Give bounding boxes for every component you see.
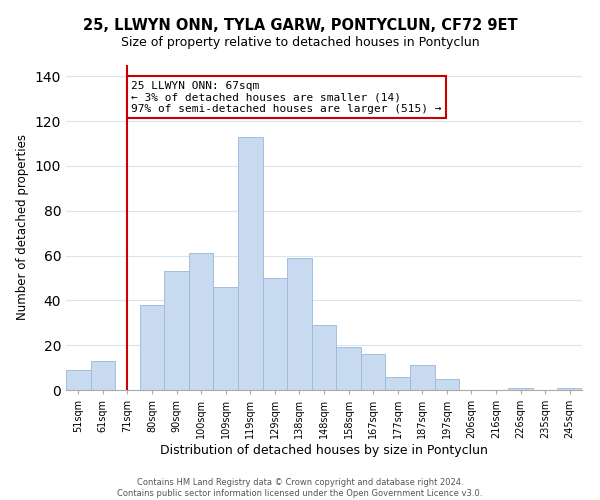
Text: Contains HM Land Registry data © Crown copyright and database right 2024.
Contai: Contains HM Land Registry data © Crown c… bbox=[118, 478, 482, 498]
Bar bbox=[189, 254, 214, 390]
Bar bbox=[287, 258, 312, 390]
Bar bbox=[263, 278, 287, 390]
Bar bbox=[312, 325, 336, 390]
X-axis label: Distribution of detached houses by size in Pontyclun: Distribution of detached houses by size … bbox=[160, 444, 488, 457]
Text: Size of property relative to detached houses in Pontyclun: Size of property relative to detached ho… bbox=[121, 36, 479, 49]
Bar bbox=[385, 376, 410, 390]
Bar bbox=[164, 271, 189, 390]
Bar bbox=[91, 361, 115, 390]
Bar bbox=[140, 305, 164, 390]
Text: 25 LLWYN ONN: 67sqm
← 3% of detached houses are smaller (14)
97% of semi-detache: 25 LLWYN ONN: 67sqm ← 3% of detached hou… bbox=[131, 80, 442, 114]
Bar bbox=[66, 370, 91, 390]
Bar bbox=[336, 348, 361, 390]
Bar bbox=[557, 388, 582, 390]
Bar bbox=[410, 366, 434, 390]
Bar bbox=[238, 136, 263, 390]
Text: 25, LLWYN ONN, TYLA GARW, PONTYCLUN, CF72 9ET: 25, LLWYN ONN, TYLA GARW, PONTYCLUN, CF7… bbox=[83, 18, 517, 32]
Bar bbox=[434, 379, 459, 390]
Bar bbox=[214, 287, 238, 390]
Bar bbox=[361, 354, 385, 390]
Y-axis label: Number of detached properties: Number of detached properties bbox=[16, 134, 29, 320]
Bar bbox=[508, 388, 533, 390]
